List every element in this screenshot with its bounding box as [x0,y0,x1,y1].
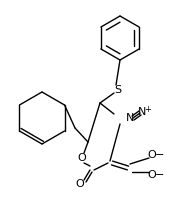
Text: O: O [78,153,86,163]
Text: +: + [145,106,151,114]
Text: −: − [155,170,165,180]
Text: O: O [148,170,156,180]
Text: N: N [138,107,146,117]
Text: O: O [148,150,156,160]
Text: O: O [76,179,84,189]
Text: S: S [114,85,122,95]
Text: N: N [126,113,134,123]
Text: −: − [155,150,165,160]
